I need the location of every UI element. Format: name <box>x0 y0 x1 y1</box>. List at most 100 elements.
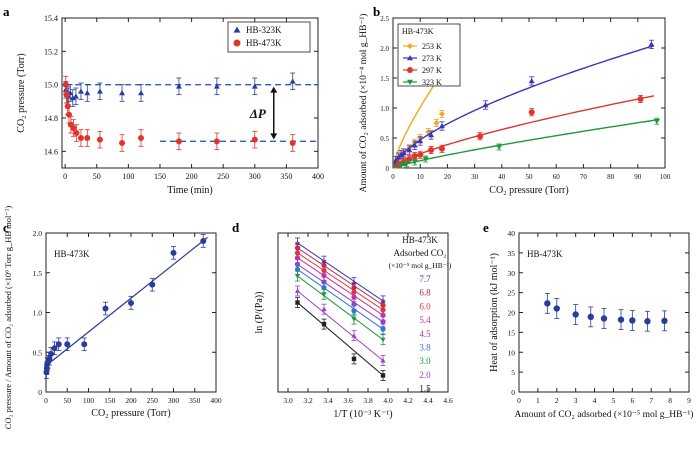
data-point-2.0 <box>380 357 386 363</box>
data-point-hb-473k <box>251 136 258 143</box>
plot-frame <box>61 17 319 169</box>
x-tick-label: 9 <box>687 396 691 405</box>
data-point-hb-473k <box>175 138 182 145</box>
x-tick-label: 100 <box>122 172 134 181</box>
data-point <box>629 317 636 324</box>
legend-title: HB-473K <box>402 27 434 36</box>
data-point-253k <box>433 120 440 126</box>
data-point-273k <box>648 41 655 47</box>
legend-value-7.7: 7.7 <box>419 274 431 284</box>
x-tick-label: 0 <box>391 173 395 181</box>
data-point <box>55 341 62 348</box>
chart-panel-c: 0 50 100 150 200 250 300 350 400 0 0.5 1.0 1.5 2.0 CO₂… <box>3 206 222 430</box>
x-tick-label: 3.0 <box>283 396 293 405</box>
x-tick-label: 80 <box>607 173 615 181</box>
y-axis-title: ln (P/(Pa)) <box>254 292 265 334</box>
data-point-hb-323k <box>251 83 258 89</box>
legend-entry: 273 K <box>422 54 442 63</box>
data-point-297k <box>477 133 484 140</box>
delta-p-arrowhead-down <box>270 133 278 140</box>
fit-line-7.7 <box>297 242 384 302</box>
data-point-hb-473k <box>96 136 103 143</box>
y-tick-label: 2.0 <box>380 45 389 53</box>
y-tick-label: 40 <box>508 229 516 238</box>
y-tick-label: 15.0 <box>44 81 58 90</box>
x-axis-title: Time (min) <box>167 185 212 196</box>
legend-title: HB-473K <box>402 235 438 245</box>
y-tick-label: 0 <box>386 165 390 173</box>
data-point <box>544 300 551 307</box>
x-tick-label: 50 <box>93 172 101 181</box>
data-point-hb-473k <box>62 81 69 88</box>
data-point-hb-473k <box>63 91 70 98</box>
legend-value-3.8: 3.8 <box>419 343 431 353</box>
data-point-hb-473k <box>77 135 84 141</box>
data-point-hb-473k <box>70 125 77 131</box>
data-point-297k <box>528 109 535 116</box>
data-point <box>81 341 88 348</box>
data-point-273k <box>411 142 418 148</box>
inner-label: HB-473K <box>527 249 563 259</box>
legend-value-5.4: 5.4 <box>419 315 431 325</box>
data-point-hb-473k <box>119 140 126 146</box>
legend-value-4.5: 4.5 <box>419 329 431 339</box>
x-tick-label: 7 <box>649 396 653 405</box>
data-point-4.5 <box>321 279 327 285</box>
data-point-hb-323k <box>213 83 220 89</box>
x-tick-label: 2 <box>555 396 559 405</box>
data-point-hb-323k <box>96 88 103 94</box>
data-point-297k <box>438 145 445 152</box>
data-point-4.5 <box>380 319 386 325</box>
legend-value-6.0: 6.0 <box>419 301 431 311</box>
x-tick-label: 70 <box>580 173 588 181</box>
data-point-323k <box>403 161 410 167</box>
data-point-273k <box>482 102 489 108</box>
data-point-hb-473k <box>289 140 296 146</box>
data-point <box>51 345 58 352</box>
data-point-323k <box>422 156 429 162</box>
y-axis-title: CO₂ pressure (Torr) <box>16 53 27 132</box>
fit-line-5.4 <box>297 257 384 316</box>
fit-line-6.0 <box>297 252 384 311</box>
x-tick-label: 350 <box>189 396 201 405</box>
y-axis-title: CO₂ pressure / Amount of CO₂ adsorbed (×… <box>3 206 13 430</box>
x-tick-label: 10 <box>417 173 425 181</box>
x-tick-label: 400 <box>210 396 222 405</box>
y-tick-label: 10 <box>508 348 516 357</box>
y-tick-label: 30 <box>508 269 516 278</box>
data-point-273k <box>428 132 435 138</box>
x-tick-label: 3.6 <box>343 396 353 405</box>
legend-subtitle: Adsorbed CO₂ <box>394 248 447 258</box>
fit-line-3.0 <box>297 275 384 341</box>
legend-box <box>227 21 311 53</box>
data-point-2.0 <box>321 306 327 312</box>
x-axis-title: CO₂ pressure (Torr) <box>489 185 568 196</box>
data-point-hb-323k <box>72 93 79 99</box>
data-point <box>572 311 579 318</box>
y-tick-label: 0.5 <box>33 348 43 357</box>
data-point-273k <box>438 123 445 129</box>
data-point <box>149 281 156 288</box>
data-point-2.0 <box>294 288 301 293</box>
x-tick-label: 3.8 <box>363 396 373 405</box>
data-point-273k <box>406 147 413 153</box>
y-axis-title: Amount of CO₂ adsorbed (×10⁻⁴ mol g_HB⁻¹… <box>358 14 369 193</box>
data-point <box>170 249 177 256</box>
x-tick-label: 20 <box>444 173 452 181</box>
y-tick-label: 0 <box>511 388 515 397</box>
x-tick-label: 250 <box>217 172 229 181</box>
legend-box <box>397 23 461 87</box>
y-tick-label: 15.4 <box>44 14 58 23</box>
data-point-297k <box>411 153 418 159</box>
legend-value-1.5: 1.5 <box>419 384 431 394</box>
data-point-hb-323k <box>289 78 296 84</box>
data-point-hb-323k <box>138 90 145 96</box>
fit-line-4.5 <box>297 264 384 323</box>
x-tick-label: 90 <box>634 173 642 181</box>
data-point-hb-323k <box>69 95 76 101</box>
data-point <box>64 341 71 348</box>
legend-marker <box>233 26 241 33</box>
x-tick-label: 3.4 <box>323 396 333 405</box>
legend-value-2.0: 2.0 <box>419 370 431 380</box>
